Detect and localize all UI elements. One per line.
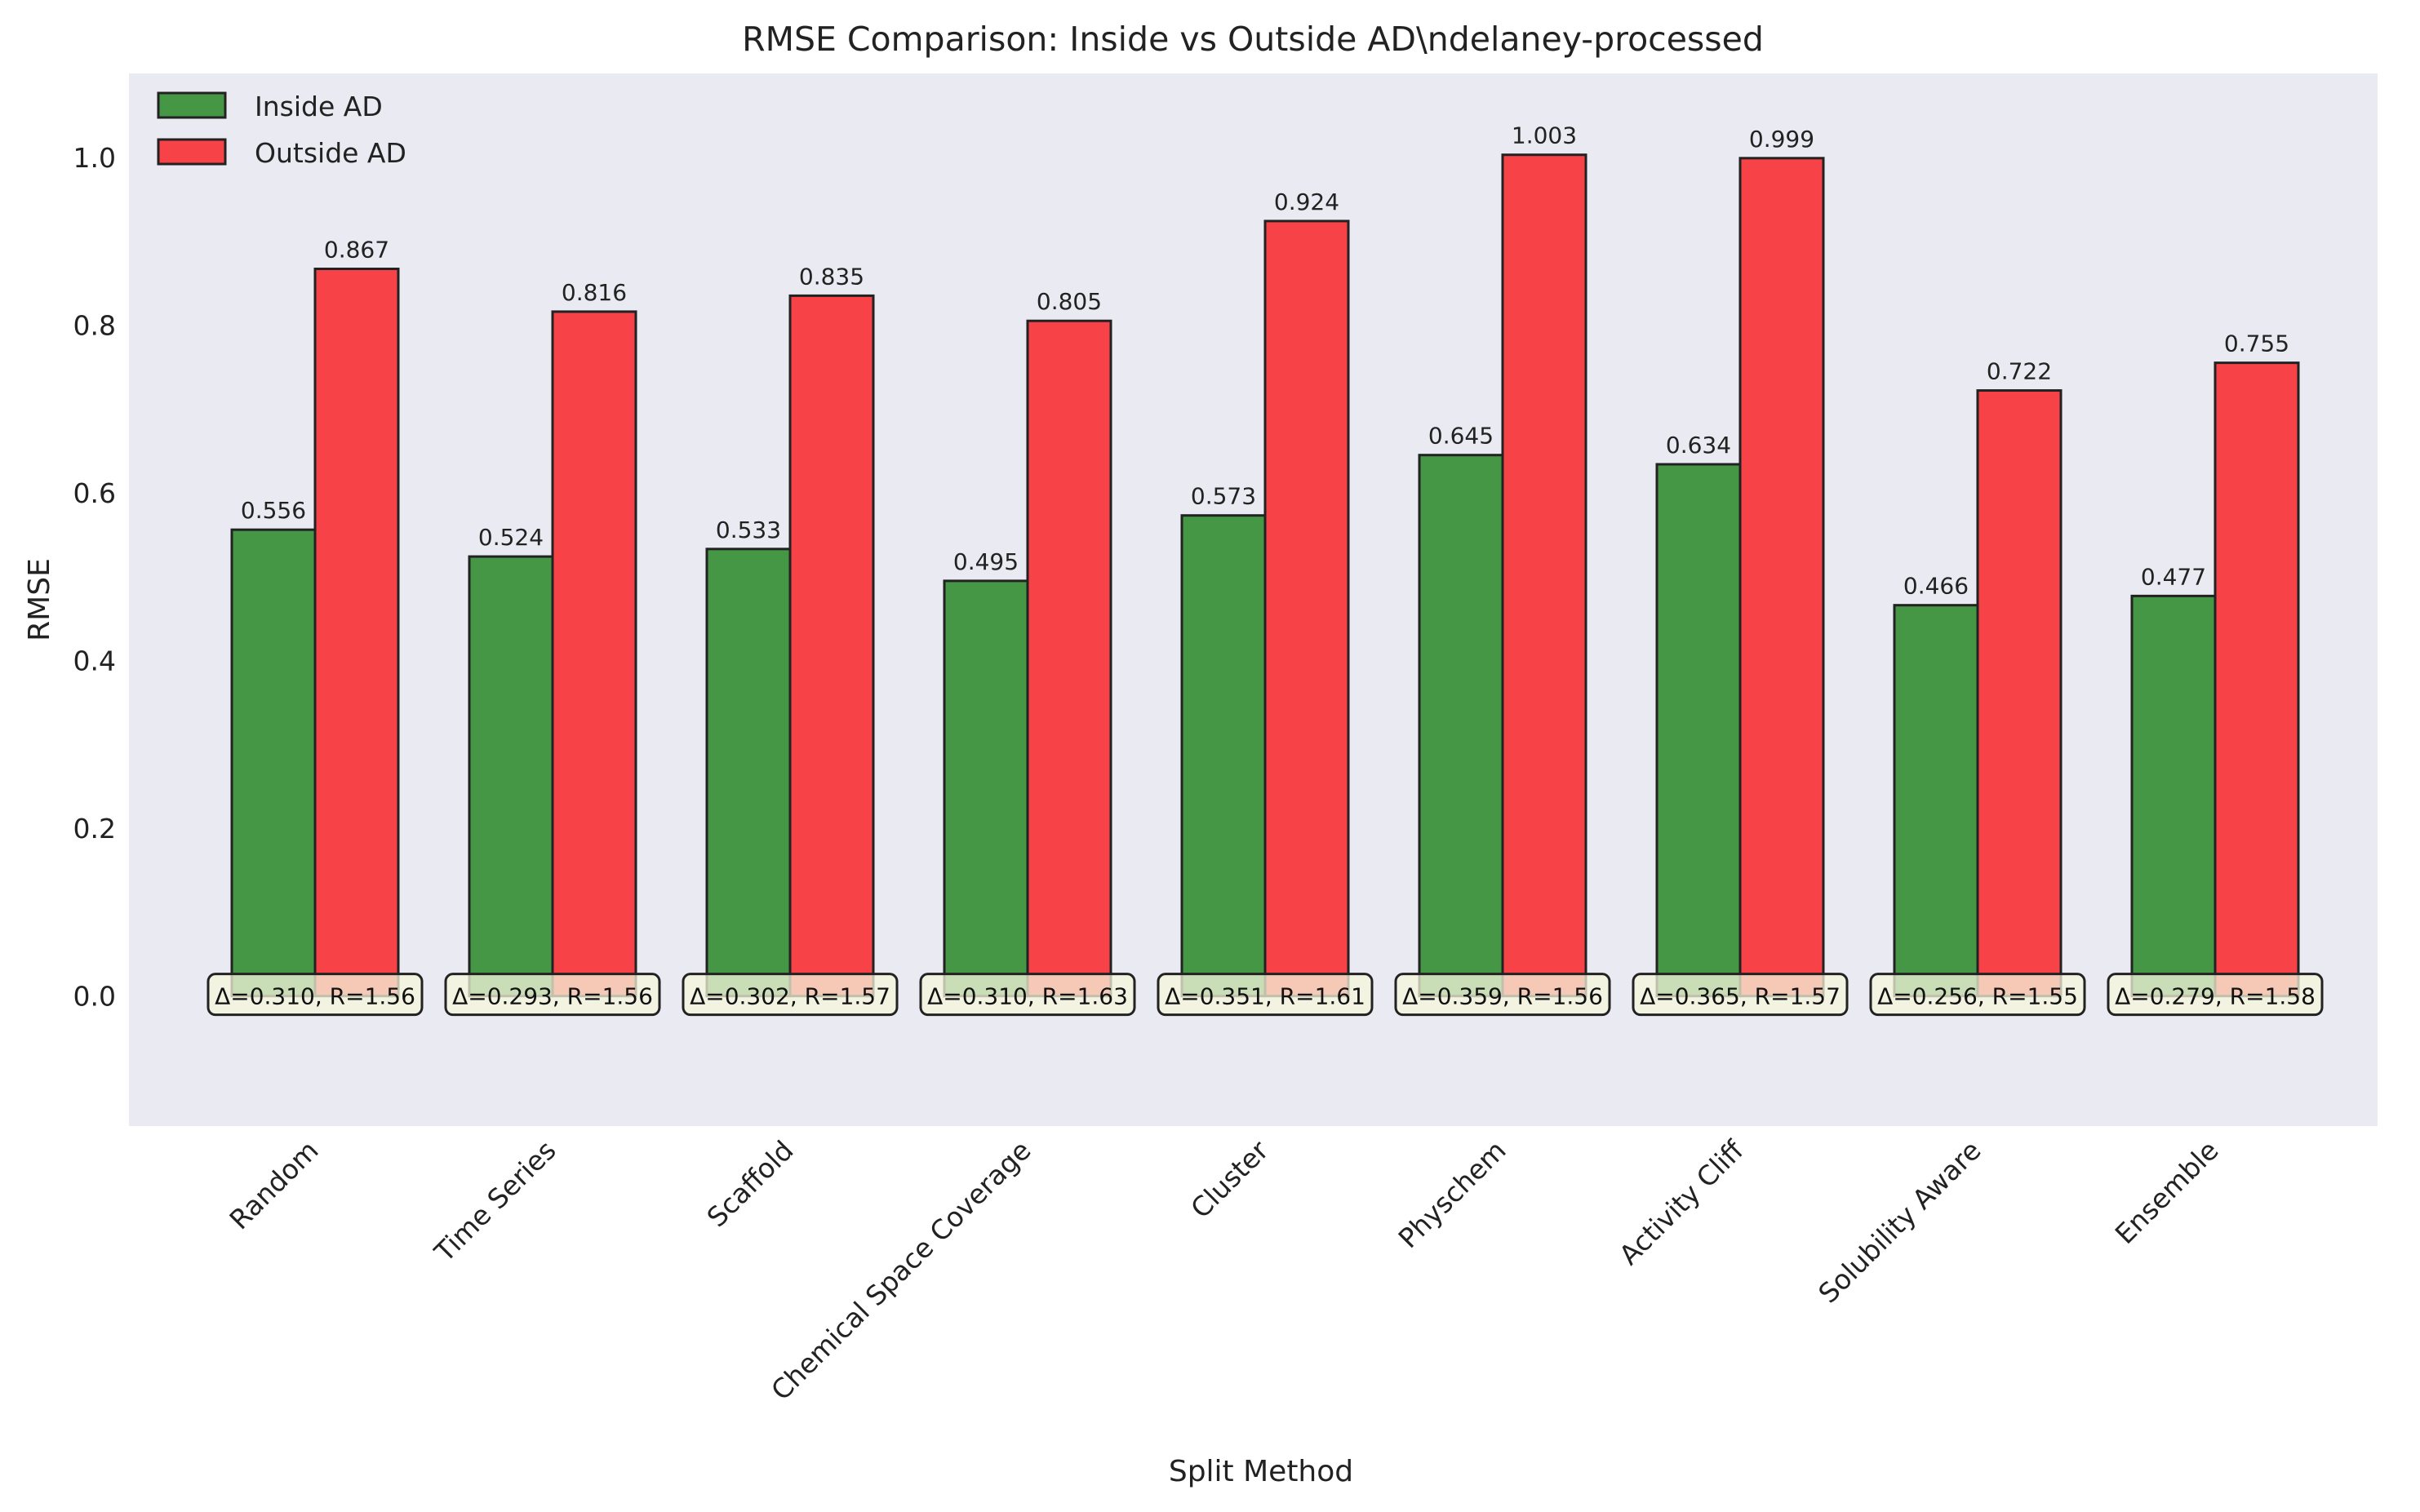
- bar-outside-ad: [1501, 153, 1587, 998]
- annotation-text: Δ=0.310, R=1.63: [927, 983, 1128, 1010]
- annotation-box: [444, 973, 661, 1017]
- bar-value-label-inside: 0.495: [953, 548, 1019, 575]
- annotation-box: [919, 973, 1136, 1017]
- annotation-text: Δ=0.310, R=1.56: [215, 983, 415, 1010]
- y-axis-label: RMSE: [23, 558, 56, 641]
- x-tick-label: Cluster: [1184, 1134, 1275, 1225]
- bar-value-label-inside: 0.645: [1428, 423, 1494, 450]
- bar-value-label-inside: 0.634: [1666, 432, 1731, 459]
- x-tick-label: Scaffold: [700, 1134, 799, 1233]
- bar-value-label-outside: 0.816: [562, 279, 627, 306]
- annotation-box: [2107, 973, 2324, 1017]
- bar-outside-ad: [313, 267, 400, 998]
- x-tick-label: Physchem: [1392, 1134, 1512, 1254]
- bar-inside-ad: [1893, 604, 1979, 998]
- bar-inside-ad: [1418, 454, 1504, 998]
- annotation-text: Δ=0.365, R=1.57: [1640, 983, 1841, 1010]
- annotation-text: Δ=0.302, R=1.57: [690, 983, 890, 1010]
- chart-title: RMSE Comparison: Inside vs Outside AD\nd…: [742, 20, 1764, 59]
- annotation-text: Δ=0.279, R=1.58: [2115, 983, 2316, 1010]
- bar-inside-ad: [468, 555, 554, 998]
- bar-inside-ad: [943, 579, 1029, 998]
- x-tick-label: Solubility Aware: [1812, 1134, 1987, 1309]
- bar-outside-ad: [788, 294, 875, 998]
- bar-value-label-outside: 0.755: [2224, 330, 2289, 357]
- legend-label: Outside AD: [255, 137, 406, 169]
- bar-value-label-inside: 0.556: [241, 497, 306, 524]
- annotation-text: Δ=0.359, R=1.56: [1402, 983, 1603, 1010]
- x-tick-label: Activity Cliff: [1613, 1133, 1750, 1270]
- bars-group: [230, 153, 2300, 998]
- y-tick-label: 0.2: [73, 813, 116, 845]
- bar-value-label-outside: 1.003: [1512, 122, 1577, 149]
- bar-value-label-outside: 0.722: [1987, 358, 2052, 385]
- bar-value-label-outside: 0.835: [799, 263, 864, 290]
- legend-label: Inside AD: [255, 91, 383, 122]
- x-tick-label: Chemical Space Coverage: [765, 1134, 1037, 1407]
- bar-outside-ad: [1738, 157, 1825, 998]
- x-tick-label: Random: [223, 1134, 324, 1235]
- bar-inside-ad: [1180, 514, 1267, 998]
- annotation-box: [1157, 973, 1374, 1017]
- bar-inside-ad: [230, 528, 317, 998]
- annotation-box: [206, 973, 424, 1017]
- y-tick-label: 0.0: [73, 981, 116, 1013]
- bar-value-label-inside: 0.573: [1191, 483, 1256, 510]
- y-tick-label: 0.4: [73, 645, 116, 677]
- y-tick-label: 1.0: [73, 142, 116, 174]
- bar-inside-ad: [1655, 463, 1742, 998]
- y-tick-label: 0.8: [73, 309, 116, 341]
- y-tick-label: 0.6: [73, 477, 116, 509]
- annotation-box: [1632, 973, 1849, 1017]
- bar-value-label-inside: 0.477: [2141, 563, 2206, 590]
- legend-swatch: [157, 91, 227, 119]
- x-axis-label: Split Method: [1169, 1455, 1353, 1488]
- annotation-text: Δ=0.351, R=1.61: [1165, 983, 1365, 1010]
- annotation-box: [1394, 973, 1611, 1017]
- annotation-text: Δ=0.293, R=1.56: [452, 983, 653, 1010]
- bar-value-label-outside: 0.805: [1037, 288, 1102, 315]
- bar-inside-ad: [705, 548, 792, 998]
- bar-outside-ad: [551, 310, 637, 998]
- bar-outside-ad: [1976, 389, 2063, 998]
- bar-value-label-outside: 0.867: [324, 236, 389, 263]
- annotation-box: [1869, 973, 2086, 1017]
- delta-annotations: Δ=0.310, R=1.56 Δ=0.293, R=1.56 Δ=0.302, R…: [206, 973, 2324, 1017]
- y-tick-labels: 0.0 0.2 0.4 0.6 0.8 1.0: [73, 142, 116, 1013]
- legend-swatch: [157, 138, 227, 166]
- bar-value-label-inside: 0.533: [716, 517, 781, 543]
- bar-outside-ad: [2214, 361, 2300, 998]
- x-tick-label: Time Series: [428, 1134, 562, 1269]
- bar-value-label-outside: 0.924: [1274, 188, 1339, 215]
- annotation-box: [682, 973, 899, 1017]
- bar-outside-ad: [1026, 319, 1112, 998]
- bar-value-labels: 0.556 0.867 0.524 0.816 0.533 0.835 0.495 0.805…: [241, 122, 2289, 600]
- bar-inside-ad: [2130, 594, 2217, 998]
- legend: Inside AD Outside AD: [157, 91, 406, 169]
- x-tick-label: Ensemble: [2109, 1134, 2225, 1250]
- bar-value-label-outside: 0.999: [1749, 126, 1814, 153]
- annotation-text: Δ=0.256, R=1.55: [1877, 983, 2078, 1010]
- bar-value-label-inside: 0.524: [478, 524, 544, 551]
- bar-outside-ad: [1263, 219, 1350, 998]
- bar-value-label-inside: 0.466: [1903, 573, 1969, 600]
